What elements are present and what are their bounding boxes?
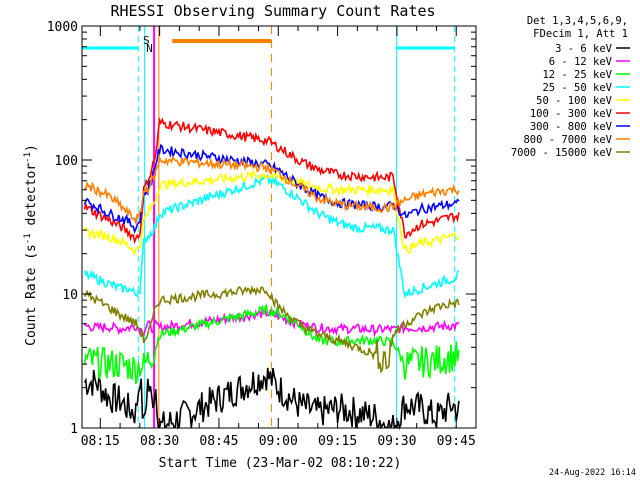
y-tick-label-2: 100	[55, 154, 78, 169]
series-line-5-seg-0	[83, 116, 460, 245]
legend-label-7: 800 - 7000 keV	[523, 134, 612, 146]
annotation-s: S	[143, 34, 150, 47]
y-label-sup1: -1	[23, 233, 33, 244]
series-line-2-seg-0	[83, 303, 460, 385]
y-tick-label-1: 10	[62, 288, 78, 303]
plot-area: SN	[82, 26, 460, 430]
legend-label-2: 12 - 25 keV	[542, 69, 612, 81]
plot-frame	[81, 25, 477, 429]
x-tick-label-1: 08:30	[140, 434, 179, 449]
x-tick-label-5: 09:30	[377, 434, 416, 449]
x-tick-label-3: 09:00	[259, 434, 298, 449]
y-tick-label-0: 1	[70, 422, 78, 437]
legend-label-4: 50 - 100 keV	[536, 95, 613, 107]
legend-label-5: 100 - 300 keV	[530, 108, 613, 120]
x-tick-label-4: 09:15	[318, 434, 357, 449]
y-label-sup2: -1	[23, 152, 33, 163]
series-line-3-seg-0	[83, 174, 460, 300]
legend-label-3: 25 - 50 keV	[542, 82, 612, 94]
annotation-n: N	[146, 42, 153, 55]
footer-timestamp: 24-Aug-2022 16:14	[549, 468, 636, 478]
y-label-main: Count Rate (s	[24, 244, 39, 346]
x-axis-label: Start Time (23-Mar-02 08:10:22)	[159, 456, 402, 471]
y-label-end: )	[24, 144, 39, 152]
legend-header-1: FDecim 1, Att 1	[533, 28, 628, 40]
legend-label-0: 3 - 6 keV	[555, 43, 613, 55]
x-tick-label-2: 08:45	[199, 434, 238, 449]
legend-header-0: Det 1,3,4,5,6,9,	[527, 15, 628, 27]
legend: Det 1,3,4,5,6,9,FDecim 1, Att 1 3 - 6 keV…	[511, 15, 630, 159]
chart-title: RHESSI Observing Summary Count Rates	[110, 2, 435, 20]
series-line-7-seg-0	[84, 155, 460, 224]
legend-label-8: 7000 - 15000 keV	[511, 147, 613, 159]
legend-label-1: 6 - 12 keV	[549, 56, 613, 68]
legend-label-6: 300 - 800 keV	[530, 121, 613, 133]
y-label-mid: detector	[24, 163, 39, 234]
x-tick-label-0: 08:15	[81, 434, 120, 449]
x-tick-label-6: 09:45	[437, 434, 476, 449]
series-line-8-seg-0	[83, 284, 460, 374]
y-tick-label-3: 1000	[47, 20, 78, 35]
axes: 1 10 100 1000 08:15 08:30 08:45 09:00 09:15 09:30…	[47, 20, 477, 449]
y-axis-label: Count Rate (s-1 detector-1)	[23, 144, 39, 346]
